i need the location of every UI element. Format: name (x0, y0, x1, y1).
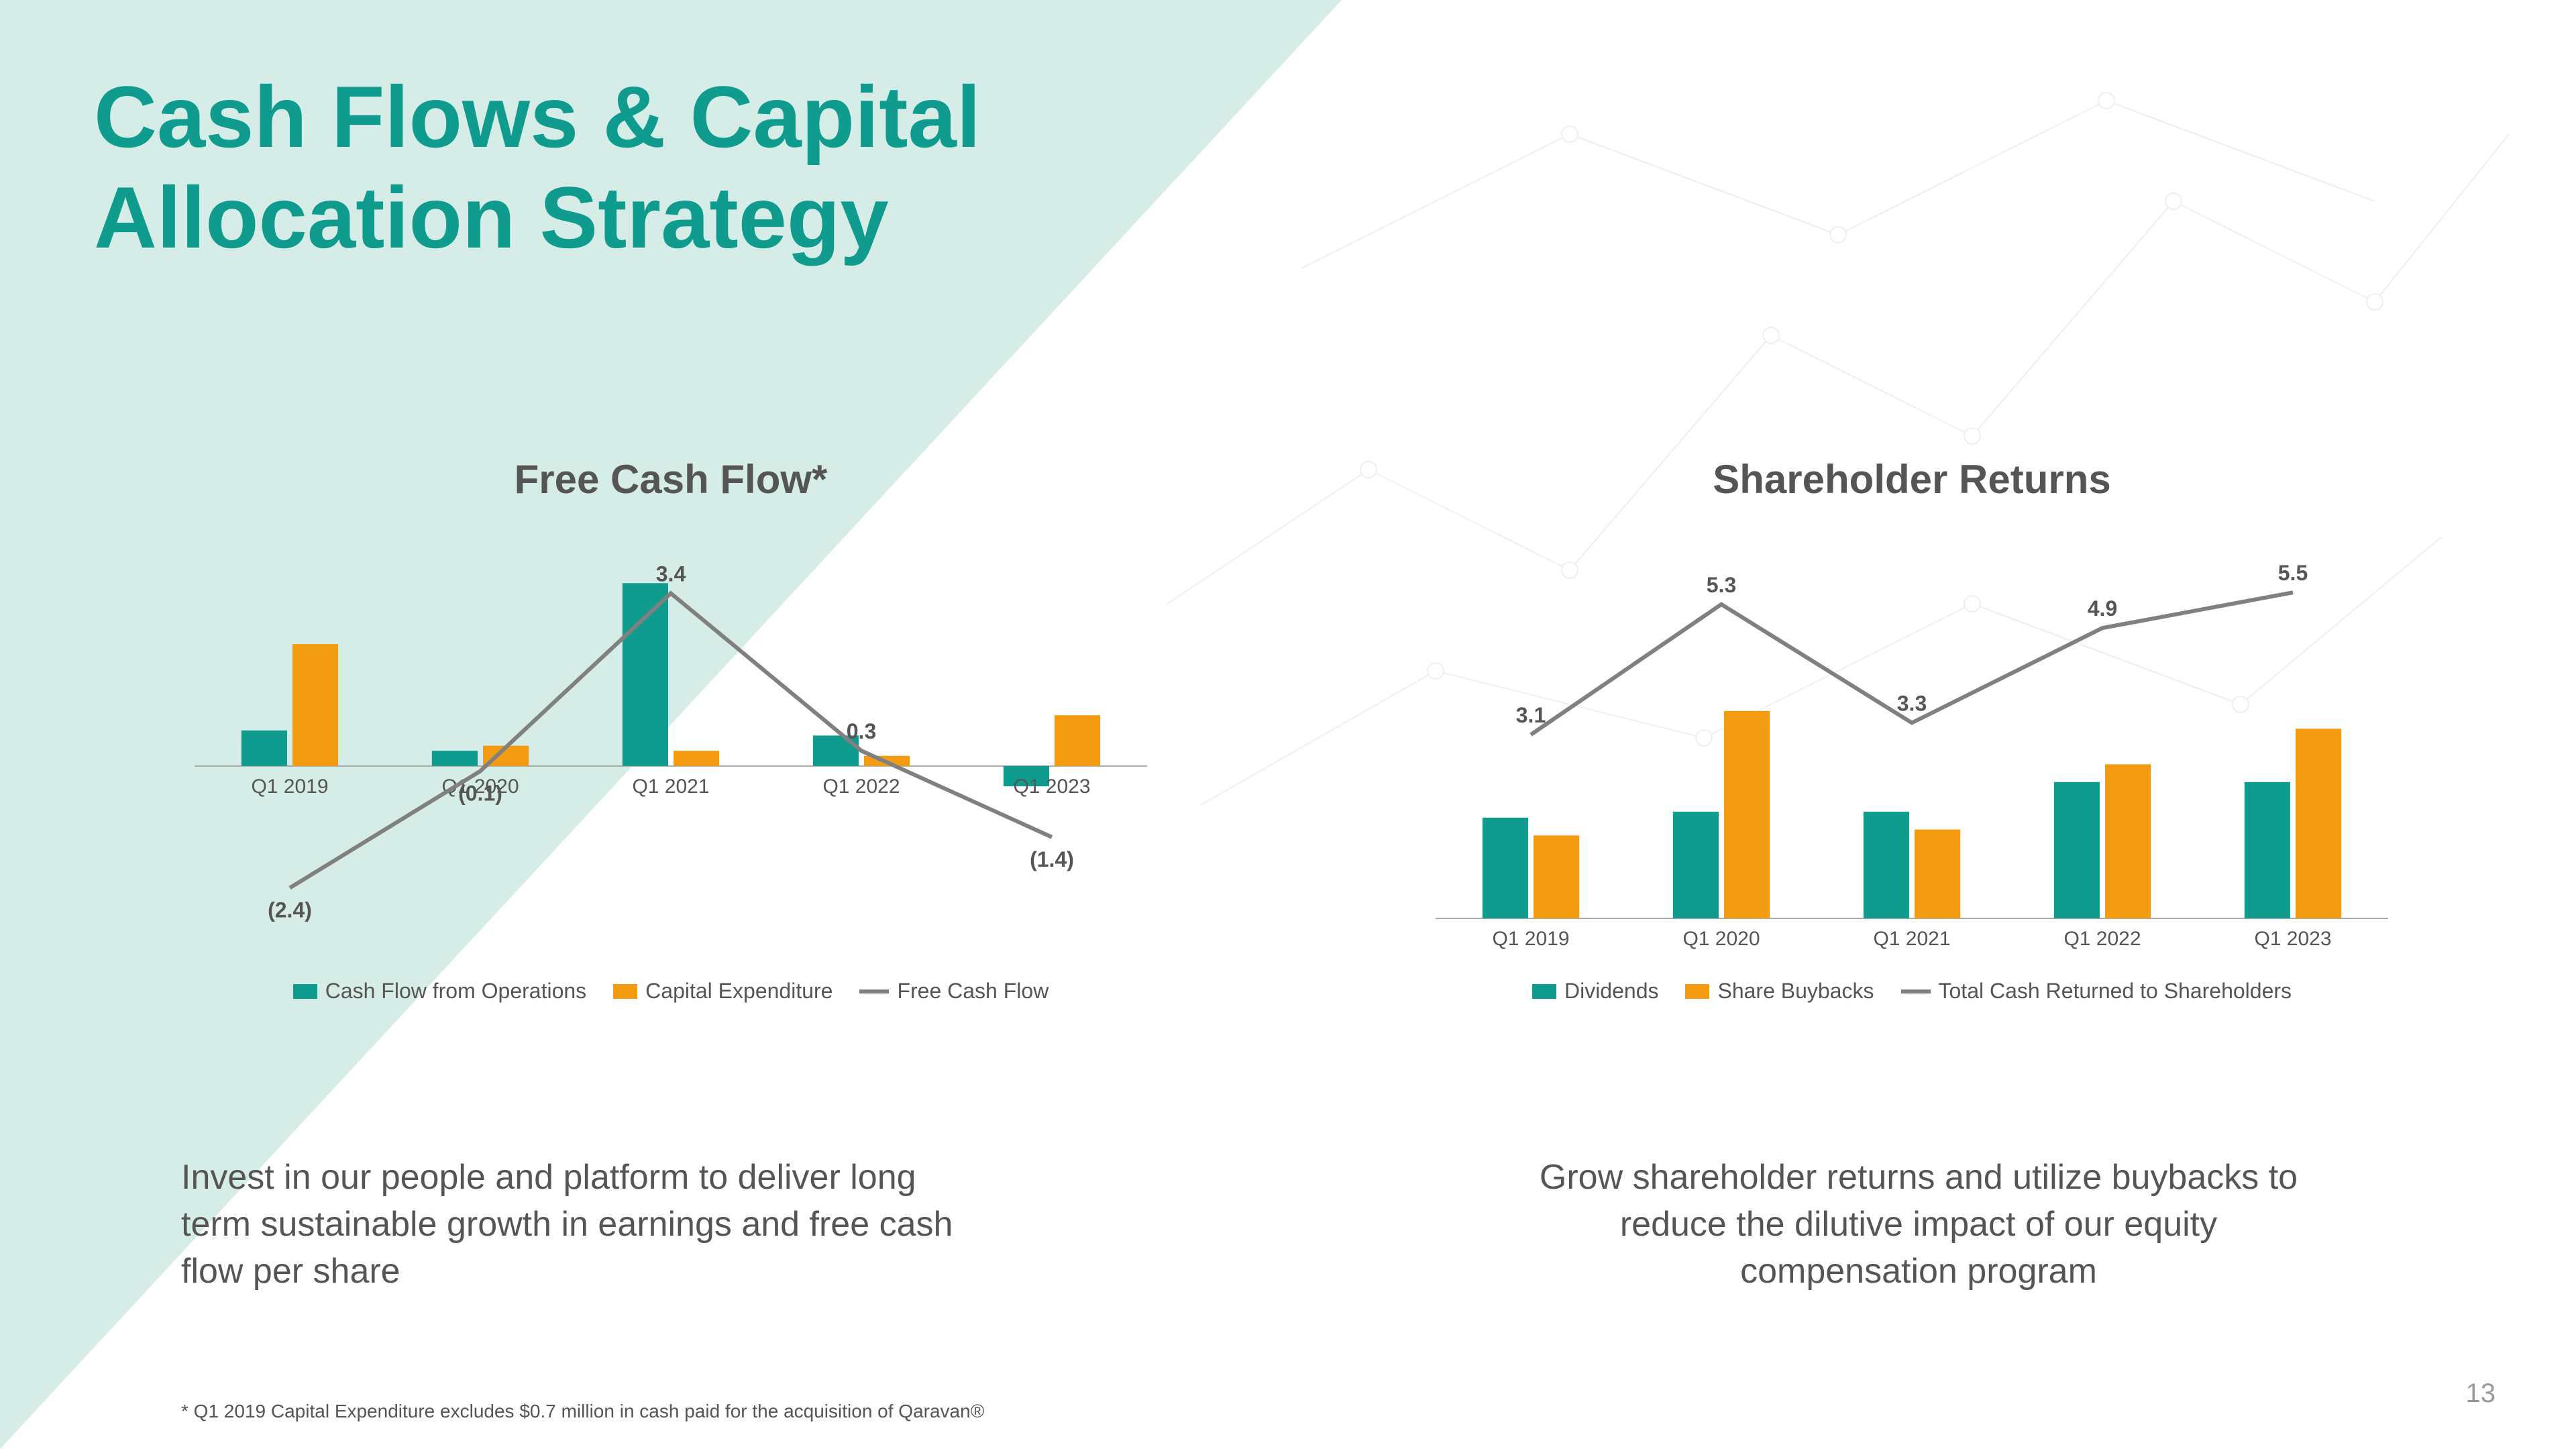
legend-swatch (1532, 984, 1556, 999)
capex-bar (1055, 715, 1100, 766)
legend-item: Free Cash Flow (859, 979, 1049, 1004)
dividends-bar (1864, 812, 1909, 918)
line-value-label: 5.5 (2278, 561, 2308, 585)
dividends-bar (2245, 782, 2290, 918)
sr-legend: Dividends Share Buybacks Total Cash Return… (1409, 979, 2415, 1004)
category-label: Q1 2020 (1682, 928, 1760, 950)
sr-chart-title: Shareholder Returns (1409, 456, 2415, 502)
fcf-chart-block: Free Cash Flow* Q1 2019Q1 2020Q1 2021Q1 … (168, 456, 1174, 1004)
fcf-chart: Q1 2019Q1 2020Q1 2021Q1 2022Q1 2023(2.4)… (168, 523, 1174, 959)
legend-swatch (613, 984, 637, 999)
cfo-bar (623, 583, 668, 766)
legend-item: Cash Flow from Operations (293, 979, 586, 1004)
legend-label: Dividends (1564, 979, 1659, 1004)
footnote: * Q1 2019 Capital Expenditure excludes $… (181, 1401, 984, 1422)
line-value-label: 3.4 (656, 561, 686, 586)
line-value-label: (0.1) (458, 781, 502, 805)
legend-label: Capital Expenditure (645, 979, 833, 1004)
slide-title: Cash Flows & Capital Allocation Strategy (94, 67, 1234, 268)
legend-item: Capital Expenditure (613, 979, 833, 1004)
cfo-bar (432, 751, 478, 766)
fcf-blurb: Invest in our people and platform to del… (181, 1154, 986, 1295)
fcf-line (290, 593, 1052, 888)
line-value-label: (1.4) (1030, 847, 1074, 871)
line-value-label: 3.3 (1897, 692, 1927, 716)
line-value-label: 5.3 (1707, 573, 1736, 597)
buybacks-bar (1915, 830, 1960, 919)
legend-label: Free Cash Flow (897, 979, 1049, 1004)
category-label: Q1 2019 (251, 775, 328, 798)
category-label: Q1 2023 (2254, 928, 2331, 950)
buybacks-bar (1724, 711, 1770, 918)
line-value-label: 0.3 (847, 719, 876, 743)
dividends-bar (1673, 812, 1719, 918)
legend-label: Total Cash Returned to Shareholders (1939, 979, 2292, 1004)
category-label: Q1 2021 (632, 775, 709, 798)
line-value-label: 3.1 (1516, 703, 1546, 727)
legend-label: Cash Flow from Operations (325, 979, 586, 1004)
buybacks-bar (2296, 729, 2341, 918)
category-label: Q1 2023 (1013, 775, 1090, 798)
line-value-label: (2.4) (268, 898, 312, 922)
category-label: Q1 2021 (1873, 928, 1950, 950)
buybacks-bar (1534, 835, 1579, 918)
category-label: Q1 2022 (822, 775, 900, 798)
cfo-bar (241, 731, 287, 766)
legend-item: Dividends (1532, 979, 1659, 1004)
capex-bar (292, 644, 338, 766)
buybacks-bar (2105, 764, 2151, 918)
fcf-chart-title: Free Cash Flow* (168, 456, 1174, 502)
legend-swatch (1901, 989, 1931, 994)
legend-swatch (859, 989, 889, 994)
legend-swatch (293, 984, 317, 999)
sr-blurb: Grow shareholder returns and utilize buy… (1516, 1154, 2321, 1295)
sr-chart: Q1 2019 Q1 2020 Q1 2021 Q1 2022 Q1 2023 3.1 5.… (1409, 523, 2415, 959)
category-label: Q1 2022 (2063, 928, 2141, 950)
sr-chart-block: Shareholder Returns Q1 2019 Q1 2020 Q1 202… (1409, 456, 2415, 1004)
legend-item: Total Cash Returned to Shareholders (1901, 979, 2292, 1004)
dividends-bar (2054, 782, 2100, 918)
dividends-bar (1483, 818, 1528, 918)
page-number: 13 (2466, 1379, 2496, 1409)
line-value-label: 4.9 (2088, 596, 2117, 621)
legend-label: Share Buybacks (1717, 979, 1874, 1004)
capex-bar (674, 751, 719, 766)
legend-swatch (1685, 984, 1709, 999)
legend-item: Share Buybacks (1685, 979, 1874, 1004)
category-label: Q1 2019 (1492, 928, 1569, 950)
fcf-legend: Cash Flow from Operations Capital Expendi… (168, 979, 1174, 1004)
